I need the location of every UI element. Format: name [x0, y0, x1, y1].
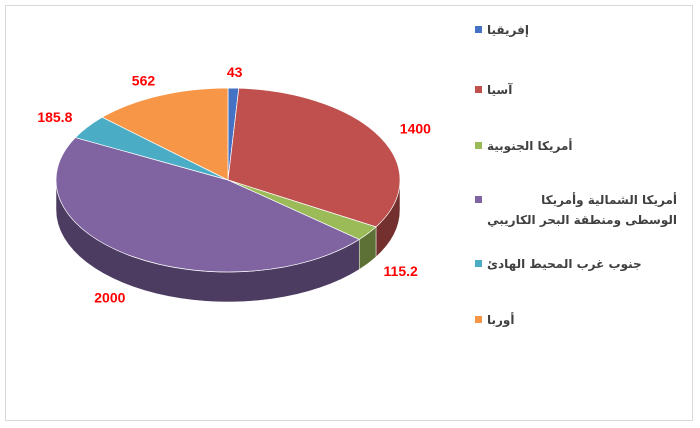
data-label: 1400: [400, 121, 431, 137]
data-label: 115.2: [384, 263, 418, 279]
legend-entry: أمريكا الجنوبية: [475, 136, 573, 156]
legend-label: أمريكا الشمالية وأمريكا الوسطى ومنطقة ال…: [487, 193, 677, 227]
data-label: 185.8: [37, 109, 72, 125]
legend-entry: جنوب غرب المحيط الهادئ: [475, 254, 642, 274]
slice: [55, 137, 360, 273]
data-label: 2000: [94, 290, 125, 306]
legend-marker: [475, 26, 482, 33]
legend-entry: إفريقيا: [475, 20, 529, 40]
legend-entry: أمريكا الشمالية وأمريكا الوسطى ومنطقة ال…: [475, 190, 677, 230]
legend-label: أمريكا الجنوبية: [487, 139, 573, 153]
legend-label: جنوب غرب المحيط الهادئ: [487, 257, 642, 271]
legend-marker: [475, 86, 482, 93]
legend-entry: أوربا: [475, 310, 515, 330]
legend-label: إفريقيا: [487, 23, 529, 37]
legend-label: آسيا: [487, 83, 513, 97]
slice: [227, 87, 401, 228]
legend-entry: آسيا: [475, 80, 512, 100]
legend-label: أوربا: [487, 313, 515, 327]
legend-marker: [475, 260, 482, 267]
legend-marker: [475, 196, 482, 203]
legend-marker: [475, 316, 482, 323]
data-label: 562: [132, 73, 156, 89]
slice: [101, 87, 229, 181]
data-label: 43: [227, 64, 243, 80]
legend-marker: [475, 142, 482, 149]
